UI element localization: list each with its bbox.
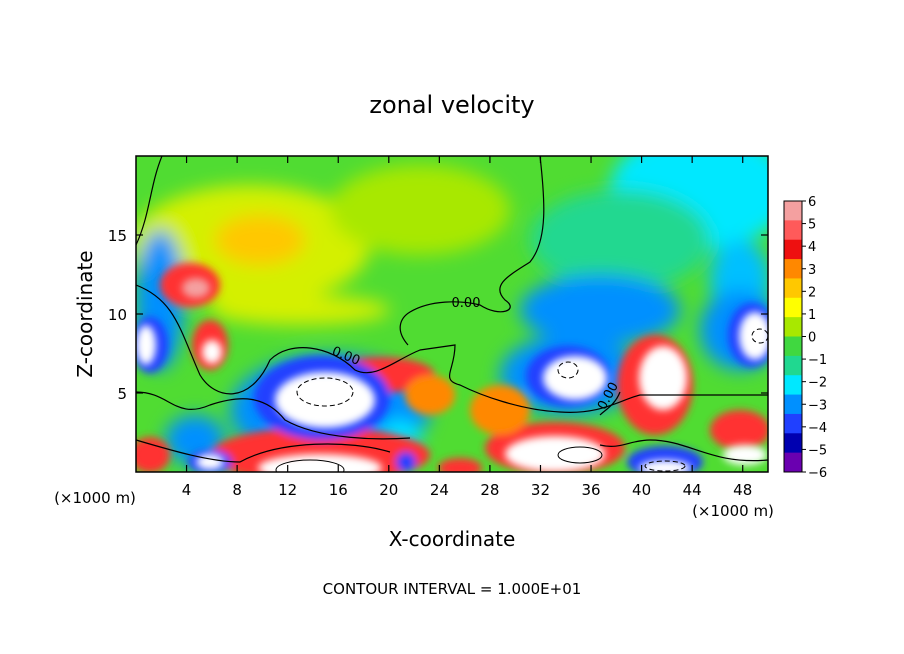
colorbar-tick-label: −6 [808,466,827,481]
y-tick-label: 15 [108,227,127,245]
colorbar-swatch [784,375,802,396]
x-tick-label: 48 [733,481,752,499]
contour-label: 0.00 [452,296,481,311]
colorbar-swatch [784,413,802,434]
x-tick-label: 8 [232,481,242,499]
colorbar-swatch [784,433,802,454]
colorbar-tick-label: 2 [808,285,816,300]
colorbar-swatch [784,259,802,279]
colorbar-swatch [784,317,802,337]
colorbar-swatch [784,220,802,241]
colorbar-tick-label: −5 [808,443,827,458]
colorbar: 6 5 4 3 2 1 0 −1 −2 −3 −4 −5 −6 [783,195,827,481]
colorbar-swatch [784,201,802,221]
colorbar-tick-label: −4 [808,421,827,436]
x-tick-label: 40 [632,481,651,499]
x-axis: 4 8 12 16 20 24 28 32 36 40 44 48 [182,156,752,499]
x-unit-right: (×1000 m) [692,502,774,520]
x-tick-label: 4 [182,481,192,499]
x-tick-label: 44 [683,481,702,499]
y-tick-label: 10 [108,306,127,324]
colorbar-swatch [784,239,802,260]
colorbar-tick-label: −2 [808,376,827,391]
colorbar-swatch [784,452,802,473]
x-unit-left: (×1000 m) [54,489,136,507]
colorbar-tick-label: 0 [808,331,816,346]
x-tick-label: 28 [480,481,499,499]
chart-title: zonal velocity [369,91,534,119]
zero-contours [136,156,768,463]
colorbar-swatch [784,297,802,318]
colorbar-tick-label: −3 [808,398,827,413]
heatmap-field [136,156,768,472]
x-tick-label: 12 [278,481,297,499]
y-axis-label: Z-coordinate [73,250,97,377]
colorbar-tick-label: 3 [808,263,816,278]
colorbar-tick-label: 1 [808,308,816,323]
x-tick-label: 32 [531,481,550,499]
x-tick-label: 16 [329,481,348,499]
x-tick-label: 24 [430,481,449,499]
y-tick-label: 5 [117,385,127,403]
x-tick-label: 20 [379,481,398,499]
colorbar-swatch [784,336,802,357]
contour-interval-footer: CONTOUR INTERVAL = 1.000E+01 [323,580,582,598]
colorbar-tick-label: 6 [808,195,816,210]
x-tick-label: 36 [581,481,600,499]
colorbar-swatch [784,355,802,376]
positive-contours [275,446,603,472]
colorbar-swatch [784,278,802,299]
colorbar-swatch [784,394,802,415]
y-axis: 5 10 15 [108,227,768,403]
colorbar-tick-label: −1 [808,353,827,368]
x-axis-label: X-coordinate [389,527,516,551]
colorbar-tick-label: 5 [808,218,816,233]
colorbar-tick-label: 4 [808,240,816,255]
negative-contours [296,328,768,472]
